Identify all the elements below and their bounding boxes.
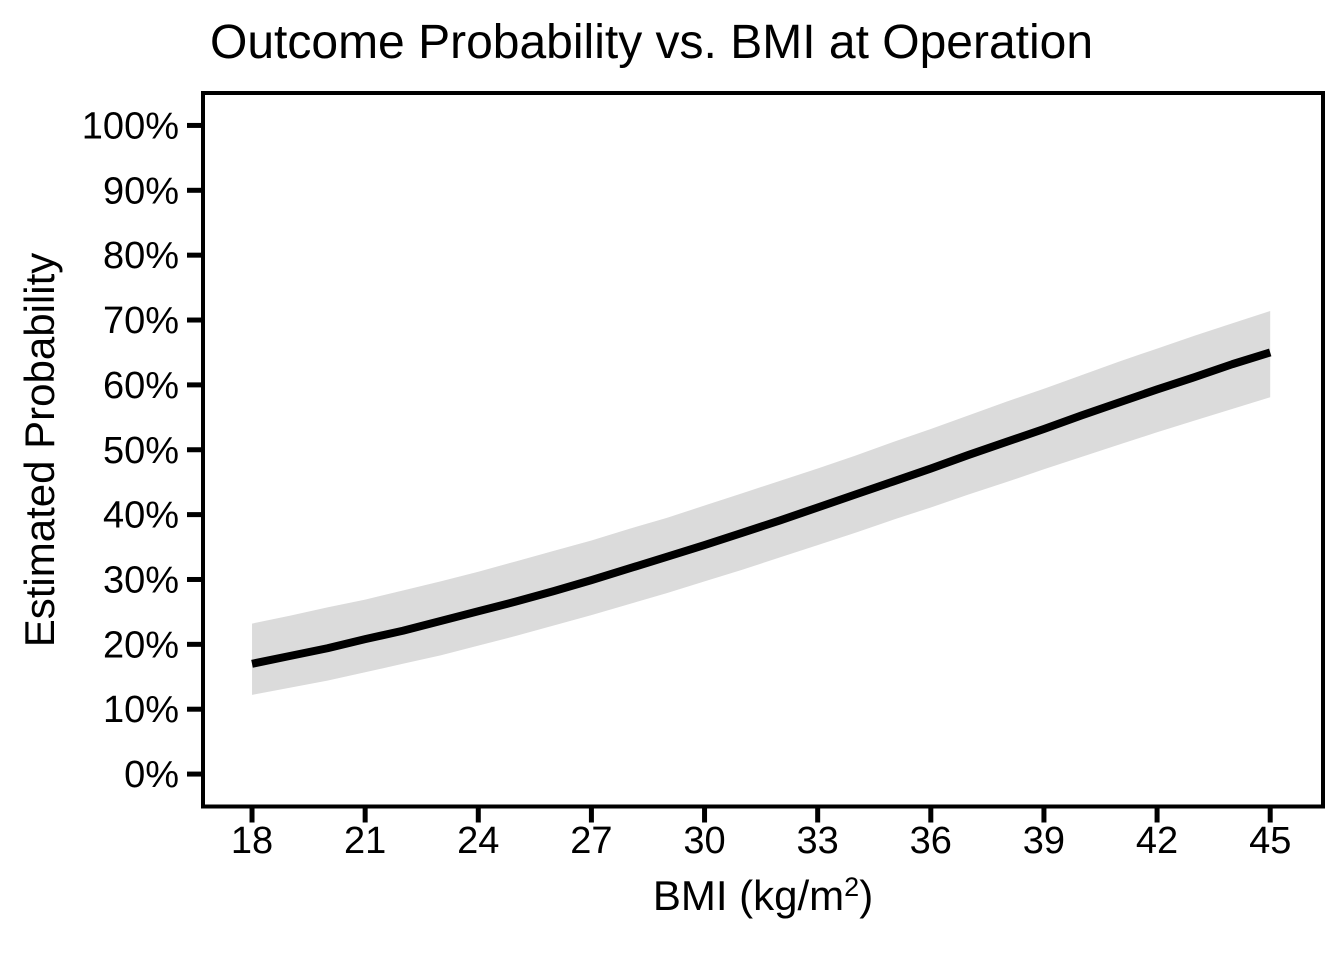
x-tick-label: 39 — [1023, 820, 1065, 862]
x-tick-label: 45 — [1249, 820, 1291, 862]
y-axis: 0% 10% 20% 30% 40% 50% 60% 70% 80% 90% 100% — [82, 105, 201, 796]
x-tick-label: 27 — [570, 820, 612, 862]
y-axis-label: Estimated Probability — [16, 253, 63, 648]
y-tick-label: 80% — [103, 235, 179, 277]
y-tick-label: 10% — [103, 689, 179, 731]
y-tick-label: 0% — [124, 754, 179, 796]
y-tick-label: 30% — [103, 559, 179, 601]
y-tick-label: 40% — [103, 495, 179, 537]
x-tick-label: 33 — [797, 820, 839, 862]
x-tick-label: 36 — [910, 820, 952, 862]
x-axis: 18 21 24 27 30 33 36 39 42 45 — [231, 808, 1291, 862]
x-tick-label: 24 — [457, 820, 499, 862]
chart-title: Outcome Probability vs. BMI at Operation — [210, 16, 1093, 69]
x-tick-label: 30 — [683, 820, 725, 862]
y-tick-label: 60% — [103, 365, 179, 407]
x-axis-label: BMI (kg/m2) — [653, 872, 873, 919]
confidence-band — [252, 310, 1271, 695]
x-axis-label-suffix: ) — [859, 872, 873, 919]
y-tick-label: 50% — [103, 430, 179, 472]
x-axis-label-prefix: BMI (kg/m — [653, 872, 844, 919]
x-tick-label: 42 — [1136, 820, 1178, 862]
y-tick-label: 20% — [103, 624, 179, 666]
y-tick-label: 100% — [82, 105, 179, 147]
fit-curve-layer — [251, 348, 1272, 668]
x-tick-label: 18 — [231, 820, 273, 862]
plot-panel-border — [201, 91, 1325, 809]
x-axis-label-superscript: 2 — [844, 872, 859, 902]
y-tick-label: 90% — [103, 170, 179, 212]
y-tick-label: 70% — [103, 300, 179, 342]
confidence-band-layer — [252, 310, 1271, 695]
x-tick-label: 21 — [344, 820, 386, 862]
fit-curve — [251, 348, 1272, 668]
